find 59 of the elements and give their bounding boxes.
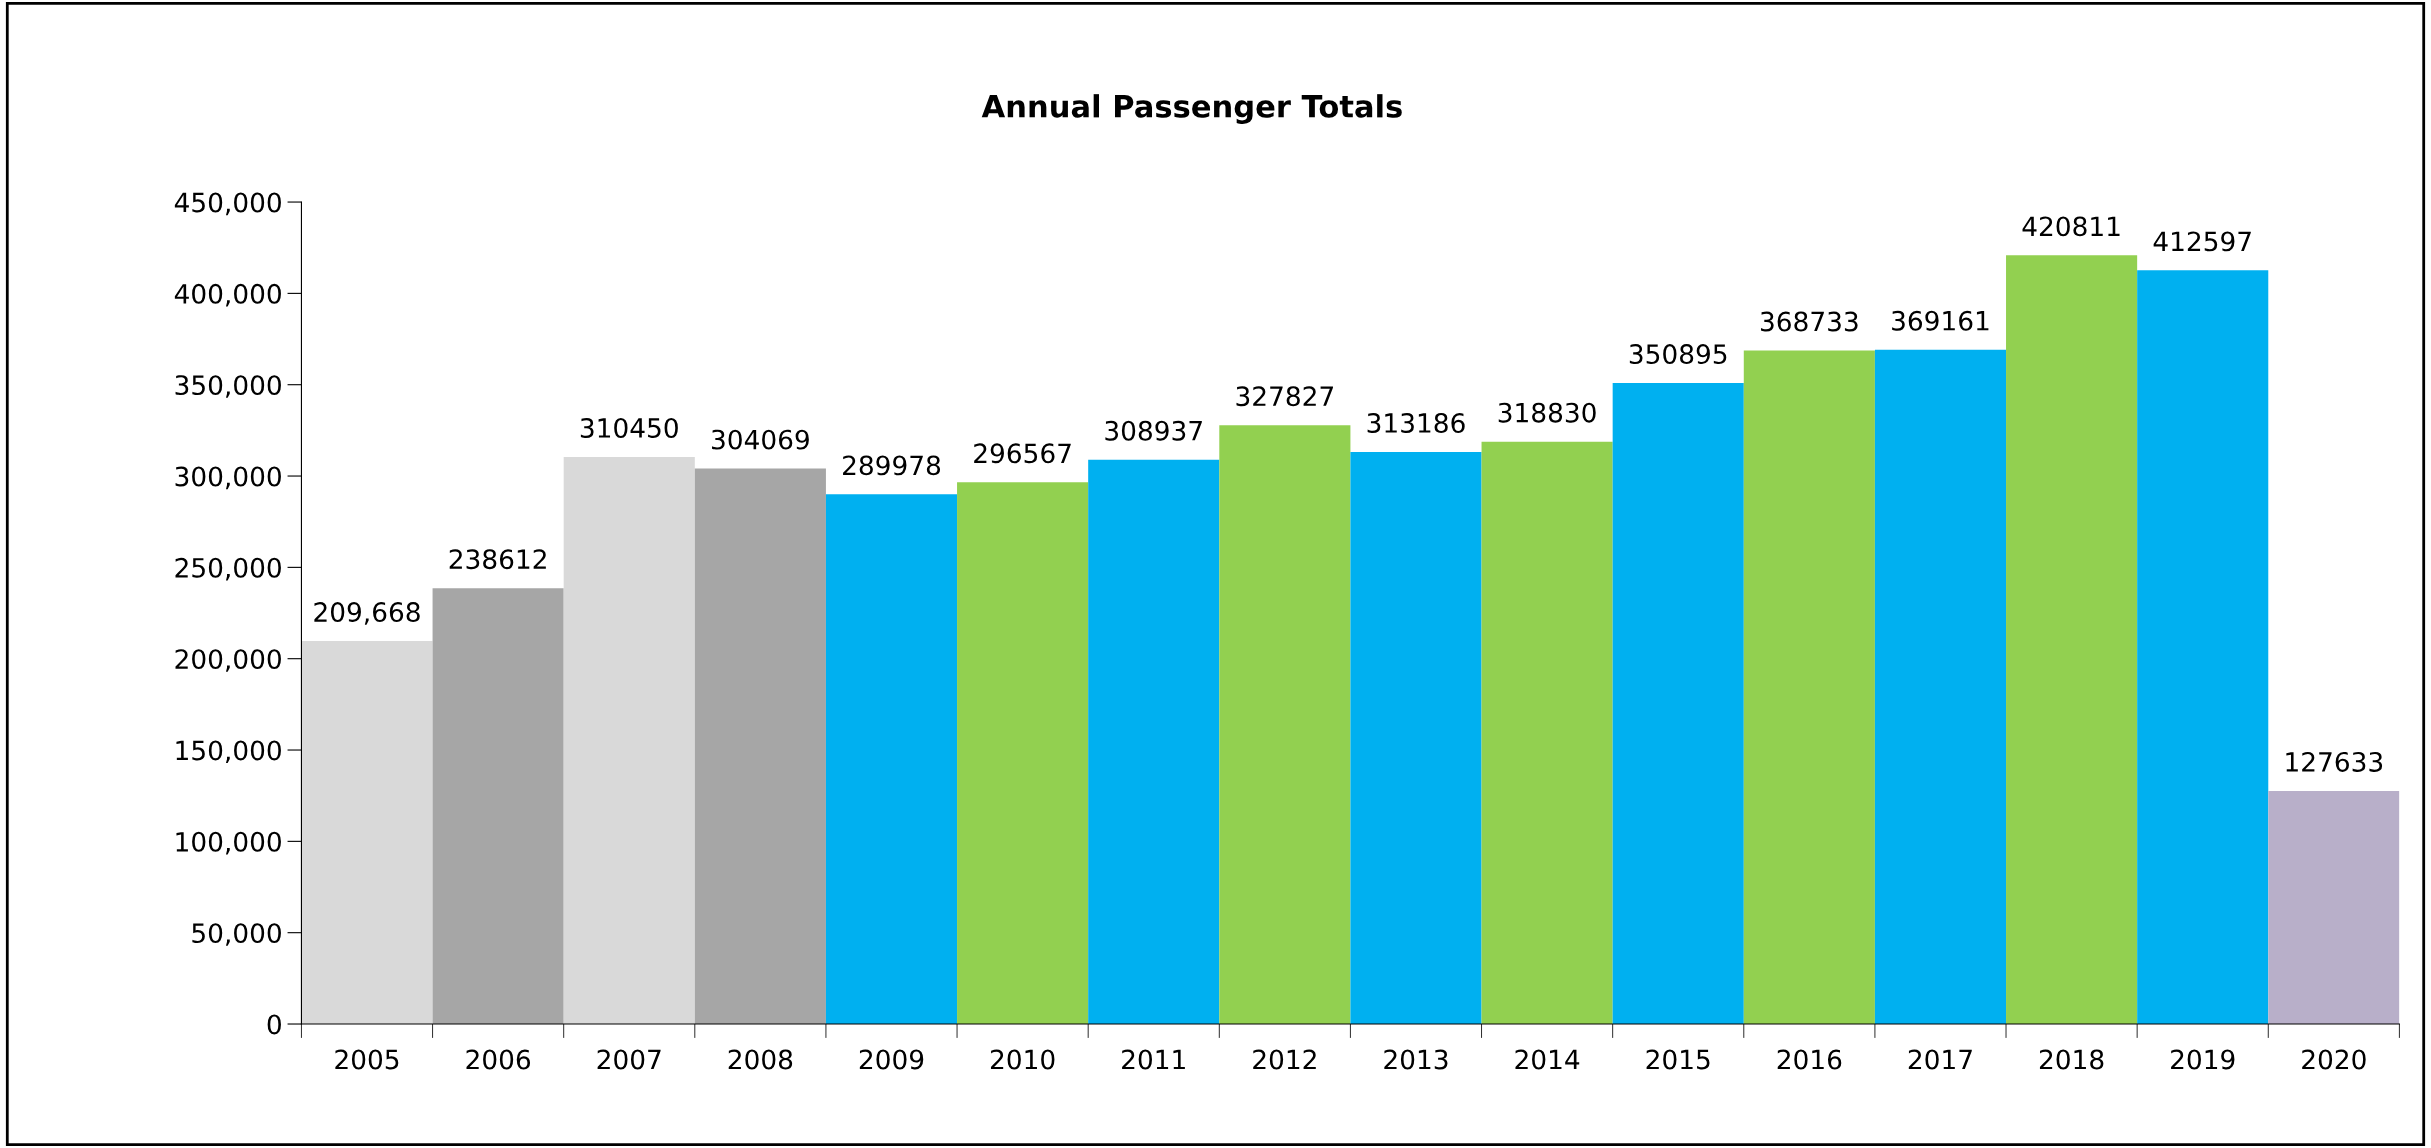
y-tick-label: 150,000: [176, 740, 281, 764]
bar: [1350, 451, 1482, 1025]
y-tick-label: 0: [267, 1014, 281, 1035]
x-tick-label: 2006: [466, 1049, 531, 1070]
data-label: 420811: [2022, 216, 2120, 237]
data-label: 318830: [1498, 402, 1596, 423]
data-label: 350895: [1629, 344, 1727, 365]
y-tick-label: 450,000: [174, 192, 281, 216]
data-label: 369161: [1892, 310, 1989, 331]
data-label: 127633: [2286, 751, 2383, 772]
data-label: 368733: [1760, 311, 1858, 332]
x-tick-label: 2007: [597, 1049, 661, 1070]
bar: [2137, 270, 2269, 1025]
bar: [694, 468, 826, 1025]
x-tick-label: 2018: [2039, 1049, 2104, 1070]
data-label: 289978: [843, 455, 941, 476]
x-tick-label: 2013: [1384, 1049, 1448, 1070]
x-tick-label: 2008: [728, 1049, 793, 1070]
bar: [2006, 255, 2138, 1025]
bar: [1219, 425, 1351, 1025]
y-tick-label: 200,000: [175, 649, 281, 672]
bar: [432, 588, 564, 1025]
x-tick-label: 2012: [1253, 1049, 1316, 1070]
bar: [301, 641, 433, 1025]
bar: [1481, 441, 1613, 1025]
y-tick-label: 400,000: [174, 283, 281, 307]
x-tick-label: 2010: [990, 1049, 1055, 1070]
bar: [2268, 790, 2400, 1025]
bar: [1874, 349, 2007, 1025]
x-tick-label: 2015: [1646, 1049, 1710, 1070]
data-label: 313186: [1367, 412, 1465, 433]
bar: [563, 456, 695, 1025]
y-tick-label: 250,000: [175, 557, 281, 581]
bar: [1743, 350, 1875, 1025]
y-tick-label: 100,000: [176, 831, 281, 855]
data-label: 304069: [712, 429, 809, 450]
x-tick-label: 2014: [1515, 1049, 1580, 1070]
data-label: 327827: [1236, 386, 1333, 407]
bar: [957, 482, 1089, 1025]
x-tick-label: 2016: [1777, 1049, 1842, 1070]
bar: [1088, 459, 1220, 1025]
x-tick-label: 2020: [2302, 1049, 2366, 1070]
x-tick-label: 2009: [859, 1049, 924, 1070]
data-label: 310450: [580, 417, 678, 438]
x-tick-label: 2019: [2171, 1049, 2235, 1070]
y-tick-label: 50,000: [192, 923, 281, 946]
x-tick-label: 2005: [335, 1049, 399, 1070]
x-tick-label: 2017: [1908, 1049, 1972, 1070]
data-label: 412597: [2153, 231, 2251, 252]
data-label: 209,668: [314, 602, 420, 625]
chart-title: Annual Passenger Totals: [981, 94, 1402, 124]
y-tick-label: 350,000: [175, 375, 281, 398]
data-label: 238612: [449, 549, 546, 570]
data-label: 296567: [974, 443, 1071, 464]
x-tick-label: 2011: [1122, 1049, 1185, 1070]
y-tick-label: 300,000: [175, 466, 281, 490]
bar: [825, 494, 958, 1025]
data-label: 308937: [1105, 420, 1202, 441]
bar: [1612, 383, 1744, 1025]
